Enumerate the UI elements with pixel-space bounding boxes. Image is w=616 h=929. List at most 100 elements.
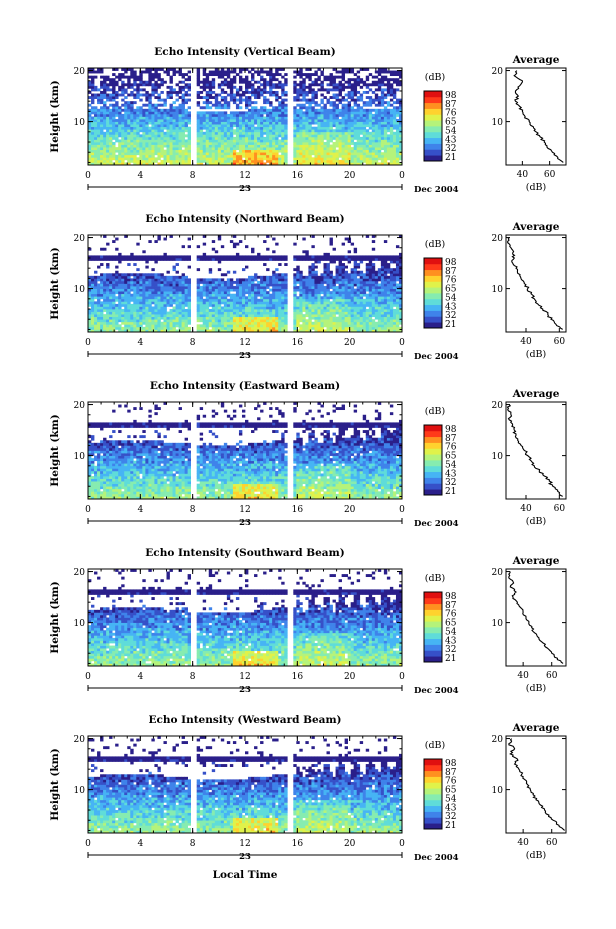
heatmap-cell bbox=[163, 157, 166, 160]
heatmap-cell bbox=[173, 324, 176, 327]
heatmap-cell bbox=[336, 124, 339, 127]
heatmap-cell bbox=[224, 132, 227, 135]
heatmap-cell bbox=[109, 160, 112, 163]
heatmap-cell bbox=[272, 319, 275, 322]
heatmap-cell bbox=[390, 119, 393, 122]
heatmap-cell bbox=[224, 304, 227, 307]
heatmap-cell bbox=[212, 322, 215, 325]
heatmap-cell bbox=[227, 129, 230, 132]
heatmap-cell bbox=[330, 155, 333, 158]
heatmap-cell bbox=[302, 111, 305, 114]
heatmap-cell bbox=[345, 157, 348, 160]
heatmap-cell bbox=[136, 83, 139, 86]
heatmap-cell bbox=[100, 99, 103, 102]
heatmap-cell bbox=[320, 88, 323, 91]
heatmap-cell bbox=[254, 157, 257, 160]
heatmap-cell bbox=[305, 294, 308, 297]
heatmap-cell bbox=[320, 86, 323, 89]
heatmap-cell bbox=[127, 314, 130, 317]
heatmap-cell bbox=[145, 152, 148, 155]
heatmap-cell bbox=[333, 157, 336, 160]
heatmap-cell bbox=[284, 312, 287, 315]
heatmap-cell bbox=[257, 109, 260, 112]
heatmap-cell bbox=[215, 94, 218, 97]
heatmap-cell bbox=[251, 317, 254, 320]
heatmap-cell bbox=[330, 73, 333, 76]
heatmap-cell bbox=[336, 99, 339, 102]
heatmap-cell bbox=[384, 152, 387, 155]
heatmap-cell bbox=[139, 312, 142, 315]
heatmap-cell bbox=[275, 86, 278, 89]
heatmap-cell bbox=[281, 317, 284, 320]
heatmap-cell bbox=[170, 294, 173, 297]
heatmap-cell bbox=[293, 291, 296, 294]
heatmap-cell bbox=[151, 76, 154, 79]
heatmap-cell bbox=[182, 157, 185, 160]
heatmap-cell bbox=[381, 109, 384, 112]
heatmap-cell bbox=[333, 137, 336, 140]
heatmap-cell bbox=[127, 81, 130, 84]
heatmap-cell bbox=[390, 91, 393, 94]
heatmap-cell bbox=[314, 157, 317, 160]
heatmap-cell bbox=[163, 139, 166, 142]
heatmap-cell bbox=[275, 284, 278, 287]
heatmap-cell bbox=[266, 322, 269, 325]
heatmap-cell bbox=[124, 255, 127, 258]
heatmap-cell bbox=[314, 73, 317, 76]
heatmap-cell bbox=[100, 273, 103, 276]
heatmap-cell bbox=[236, 314, 239, 317]
x-tick-label: 8 bbox=[190, 171, 196, 181]
heatmap-cell bbox=[209, 122, 212, 125]
heatmap-cell bbox=[94, 296, 97, 299]
heatmap-cell bbox=[254, 319, 257, 322]
heatmap-cell bbox=[351, 137, 354, 140]
heatmap-cell bbox=[200, 324, 203, 327]
heatmap-cell bbox=[115, 157, 118, 160]
heatmap-cell bbox=[136, 129, 139, 132]
heatmap-cell bbox=[311, 268, 314, 271]
heatmap-cell bbox=[200, 139, 203, 142]
heatmap-cell bbox=[118, 299, 121, 302]
heatmap-cell bbox=[327, 88, 330, 91]
heatmap-cell bbox=[296, 157, 299, 160]
heatmap-cell bbox=[387, 104, 390, 107]
heatmap-cell bbox=[251, 139, 254, 142]
heatmap-cell bbox=[176, 263, 179, 266]
heatmap-cell bbox=[179, 309, 182, 312]
heatmap-cell bbox=[381, 99, 384, 102]
heatmap-cell bbox=[272, 322, 275, 325]
heatmap-cell bbox=[209, 106, 212, 109]
heatmap-cell bbox=[339, 101, 342, 104]
heatmap-cell bbox=[136, 142, 139, 145]
heatmap-cell bbox=[251, 111, 254, 114]
heatmap-cell bbox=[330, 145, 333, 148]
heatmap-cell bbox=[257, 134, 260, 137]
heatmap-cell bbox=[393, 91, 396, 94]
heatmap-cell bbox=[203, 291, 206, 294]
heatmap-cell bbox=[212, 296, 215, 299]
heatmap-cell bbox=[91, 147, 94, 150]
heatmap-cell bbox=[124, 142, 127, 145]
heatmap-cell bbox=[212, 117, 215, 120]
heatmap-cell bbox=[320, 155, 323, 158]
heatmap-cell bbox=[272, 114, 275, 117]
heatmap-cell bbox=[179, 304, 182, 307]
heatmap-cell bbox=[305, 91, 308, 94]
heatmap-cell bbox=[314, 139, 317, 142]
heatmap-cell bbox=[139, 306, 142, 309]
heatmap-cell bbox=[188, 142, 191, 145]
heatmap-cell bbox=[133, 83, 136, 86]
heatmap-cell bbox=[269, 145, 272, 148]
heatmap-cell bbox=[182, 291, 185, 294]
heatmap-cell bbox=[109, 81, 112, 84]
heatmap-cell bbox=[311, 258, 314, 261]
heatmap-cell bbox=[305, 137, 308, 140]
heatmap-cell bbox=[218, 76, 221, 79]
heatmap-cell bbox=[173, 132, 176, 135]
heatmap-cell bbox=[103, 86, 106, 89]
heatmap-cell bbox=[182, 134, 185, 137]
heatmap-cell bbox=[375, 114, 378, 117]
heatmap-cell bbox=[260, 327, 263, 330]
heatmap-cell bbox=[348, 129, 351, 132]
heatmap-cell bbox=[257, 111, 260, 114]
